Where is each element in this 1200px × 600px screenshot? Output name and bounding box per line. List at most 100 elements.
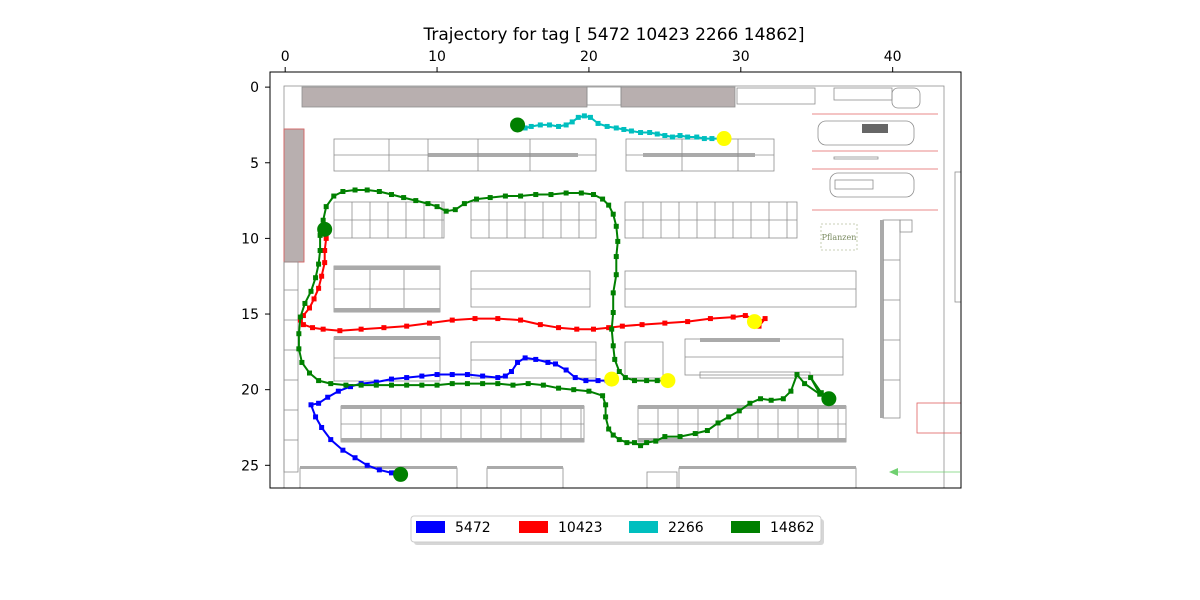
data-point	[707, 316, 713, 322]
data-point	[638, 443, 644, 449]
data-point	[553, 361, 559, 367]
data-point	[533, 356, 539, 362]
data-point	[449, 317, 455, 323]
data-point	[495, 316, 501, 322]
data-point	[319, 273, 325, 279]
legend: 5472 10423 2266 14862	[410, 515, 824, 545]
data-point	[388, 192, 394, 198]
data-point	[404, 382, 410, 388]
data-point	[340, 189, 346, 195]
data-point	[612, 356, 618, 362]
data-point	[316, 261, 322, 267]
data-point	[515, 359, 521, 365]
data-point	[376, 189, 382, 195]
data-point	[495, 381, 501, 387]
data-point	[545, 359, 551, 365]
data-point	[662, 133, 668, 139]
data-point	[306, 370, 312, 376]
data-point	[518, 193, 524, 199]
data-point	[603, 402, 609, 408]
data-point	[388, 470, 394, 476]
data-point	[347, 384, 353, 390]
chart-title: Trajectory for tag [ 5472 10423 2266 148…	[423, 25, 805, 45]
data-point	[802, 381, 808, 387]
data-point	[364, 187, 370, 193]
y-tick-label: 15	[241, 307, 259, 323]
data-point	[624, 440, 630, 446]
data-point	[388, 376, 394, 382]
end-marker	[660, 373, 676, 389]
pflanzen-label: Pflanzen	[822, 233, 857, 242]
data-point	[306, 305, 312, 311]
data-point	[540, 382, 546, 388]
data-point	[817, 391, 823, 397]
data-point	[546, 122, 552, 128]
data-point	[335, 388, 341, 394]
data-point	[758, 396, 764, 402]
x-tick-label: 10	[428, 49, 446, 65]
data-point	[310, 325, 316, 331]
data-point	[662, 320, 668, 326]
data-point	[768, 397, 774, 403]
data-point	[563, 190, 569, 196]
data-point	[464, 381, 470, 387]
data-point	[631, 378, 637, 384]
data-point	[472, 316, 478, 322]
x-tick-label: 0	[281, 49, 290, 65]
data-point	[480, 373, 486, 379]
data-point	[610, 290, 616, 296]
x-tick-label: 30	[732, 49, 750, 65]
data-point	[613, 223, 619, 229]
legend-label-2266: 2266	[668, 520, 704, 536]
series-14862	[296, 187, 837, 449]
data-point	[794, 372, 800, 378]
data-point	[788, 388, 794, 394]
data-point	[302, 300, 308, 306]
data-point	[736, 408, 742, 414]
x-tick-label: 40	[884, 49, 902, 65]
data-point	[726, 414, 732, 420]
data-point	[419, 373, 425, 379]
data-point	[296, 331, 302, 337]
legend-swatch-2266	[629, 521, 658, 533]
data-point	[609, 326, 615, 332]
data-point	[413, 198, 419, 204]
data-point	[572, 375, 578, 381]
data-point	[610, 310, 616, 316]
data-point	[631, 440, 637, 446]
data-point	[644, 378, 650, 384]
data-point	[308, 288, 314, 294]
data-point	[320, 217, 326, 223]
legend-label-14862: 14862	[770, 520, 815, 536]
data-point	[600, 196, 606, 202]
data-point	[610, 343, 616, 349]
data-point	[316, 285, 322, 291]
x-tick-label: 20	[580, 49, 598, 65]
data-point	[653, 438, 659, 444]
data-point	[615, 238, 621, 244]
data-point	[537, 322, 543, 328]
data-point	[381, 325, 387, 331]
data-point	[487, 195, 493, 201]
data-point	[685, 319, 691, 325]
data-point	[313, 414, 319, 420]
data-point	[323, 204, 329, 210]
data-point	[449, 372, 455, 378]
data-point	[595, 120, 601, 126]
legend-swatch-14862	[731, 521, 760, 533]
data-point	[474, 196, 480, 202]
data-point	[452, 207, 458, 213]
data-point	[606, 426, 612, 432]
data-point	[328, 381, 334, 387]
legend-label-5472: 5472	[455, 520, 491, 536]
data-point	[647, 130, 653, 136]
warehouse-floorplan-background: Pflanzen	[283, 85, 961, 488]
data-point	[404, 375, 410, 381]
data-point	[322, 248, 328, 254]
data-point	[742, 313, 748, 319]
data-point	[328, 437, 334, 443]
data-point	[313, 275, 319, 281]
data-point	[352, 187, 358, 193]
data-point	[522, 125, 528, 131]
